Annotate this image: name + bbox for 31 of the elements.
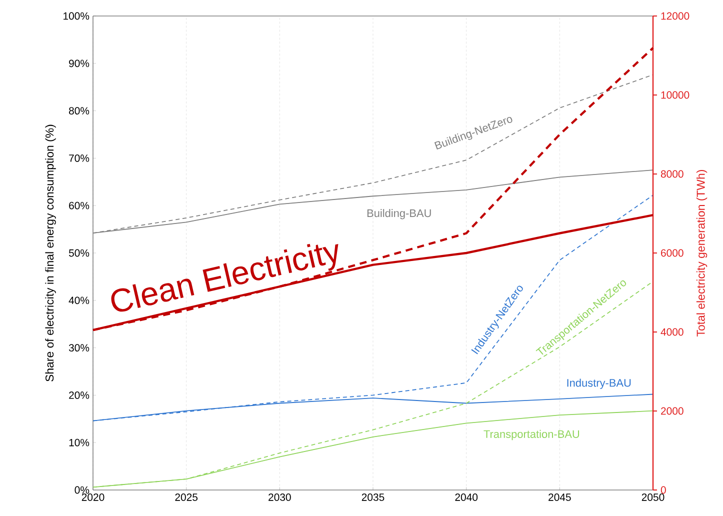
x-tick-label: 2030	[268, 494, 291, 501]
y-axis-title: Share of electricity in final energy consumption (%)	[45, 124, 56, 382]
y2-tick-label: 2000	[661, 407, 684, 415]
series-label: Industry-BAU	[567, 378, 631, 389]
y-tick-label: 10%	[69, 438, 90, 446]
y2-tick-label: 6000	[661, 249, 684, 257]
y-tick-label: 80%	[68, 107, 90, 115]
y2-tick-label: 4000	[660, 328, 684, 336]
y2-tick-label: 8000	[660, 170, 684, 178]
y2-tick-label: 0	[660, 486, 666, 494]
x-tick-label: 2040	[455, 494, 478, 501]
y-tick-label: 0%	[74, 486, 90, 494]
y-tick-label: 40%	[68, 296, 90, 304]
y2-tick-label: 12000	[661, 12, 690, 20]
x-tick-label: 2050	[642, 494, 664, 501]
series-label: Transportation-BAU	[484, 430, 580, 440]
x-tick-label: 2020	[82, 494, 104, 501]
x-tick-label: 2045	[548, 494, 571, 501]
annotation: Clean Electricity	[111, 244, 338, 312]
y2-axis-title: Total electricity generation (TWh)	[696, 170, 708, 336]
y-tick-label: 70%	[69, 154, 90, 162]
y-tick-label: 30%	[68, 344, 90, 352]
y-tick-label: 50%	[68, 249, 90, 257]
y2-tick-label: 10000	[661, 91, 690, 99]
x-tick-label: 2035	[362, 494, 384, 501]
x-tick-label: 2025	[175, 494, 198, 501]
y-tick-label: 20%	[69, 392, 90, 399]
series-label: Building-BAU	[367, 209, 431, 220]
y-tick-label: 100%	[64, 12, 90, 20]
y-tick-label: 90%	[69, 60, 90, 68]
y-tick-label: 60%	[69, 202, 90, 210]
